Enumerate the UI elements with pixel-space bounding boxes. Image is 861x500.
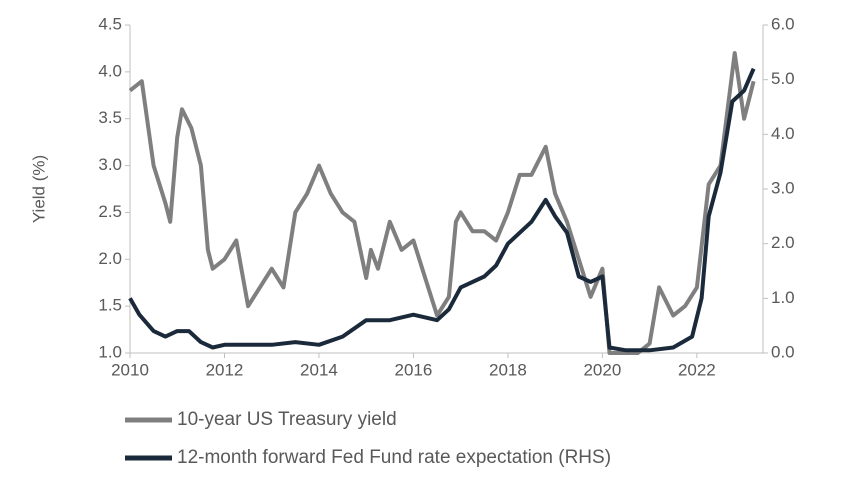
legend-label: 12-month forward Fed Fund rate expectati… [177,447,611,468]
x-tick-label: 2010 [111,360,149,379]
y-tick-label: 4.0 [98,61,122,80]
y2-tick-label: 3.0 [771,178,795,197]
y-tick-label: 1.5 [98,296,122,315]
y-tick-label: 1.0 [98,342,122,361]
y2-tick-label: 1.0 [771,288,795,307]
y-tick-label: 2.5 [98,202,122,221]
y2-tick-label: 4.0 [771,124,795,143]
x-tick-label: 2012 [206,360,244,379]
y2-tick-label: 6.0 [771,14,795,33]
x-tick-label: 2016 [395,360,433,379]
x-tick-label: 2020 [583,360,621,379]
y-axis-label: Yield (%) [29,155,48,223]
x-tick-label: 2018 [489,360,527,379]
x-tick-label: 2022 [678,360,716,379]
y-tick-label: 3.0 [98,155,122,174]
y2-tick-label: 0.0 [771,342,795,361]
series-line [128,67,756,353]
series-line [128,51,756,355]
y2-tick-label: 5.0 [771,69,795,88]
y2-tick-label: 2.0 [771,233,795,252]
y-tick-label: 2.0 [98,249,122,268]
x-tick-label: 2014 [300,360,338,379]
y-tick-label: 4.5 [98,14,122,33]
y-tick-label: 3.5 [98,108,122,127]
legend-label: 10-year US Treasury yield [177,409,397,430]
